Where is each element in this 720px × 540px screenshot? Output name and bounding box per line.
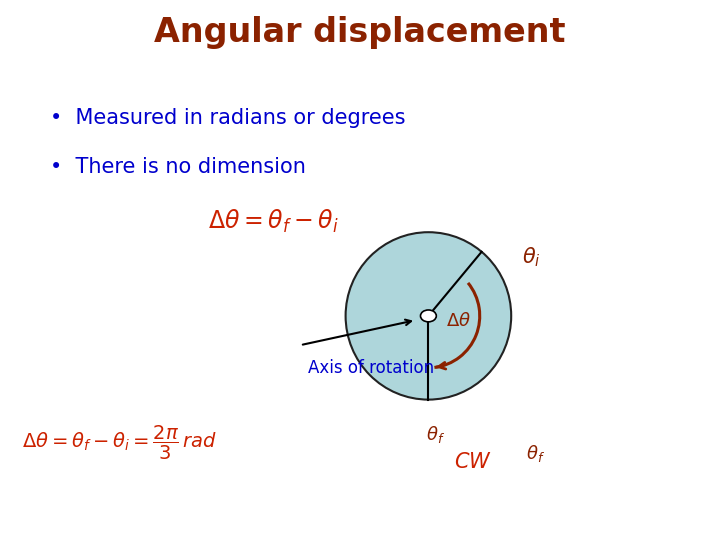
Text: •  There is no dimension: • There is no dimension <box>50 157 306 177</box>
Text: $\Delta\theta$: $\Delta\theta$ <box>446 312 472 330</box>
Text: •  Measured in radians or degrees: • Measured in radians or degrees <box>50 108 406 128</box>
Ellipse shape <box>346 232 511 400</box>
Text: $\theta_i$: $\theta_i$ <box>522 246 541 269</box>
Text: Angular displacement: Angular displacement <box>154 16 566 49</box>
Text: $CW$: $CW$ <box>454 453 492 472</box>
Text: Axis of rotation: Axis of rotation <box>308 359 434 377</box>
Text: $\theta_f$: $\theta_f$ <box>526 443 544 464</box>
Text: $\theta_f$: $\theta_f$ <box>426 424 445 445</box>
Circle shape <box>420 310 436 322</box>
Text: $\Delta\theta=\theta_f-\theta_i=\dfrac{2\pi}{3}\,rad$: $\Delta\theta=\theta_f-\theta_i=\dfrac{2… <box>22 423 217 462</box>
Text: $\Delta\theta = \theta_f - \theta_i$: $\Delta\theta = \theta_f - \theta_i$ <box>208 208 339 235</box>
